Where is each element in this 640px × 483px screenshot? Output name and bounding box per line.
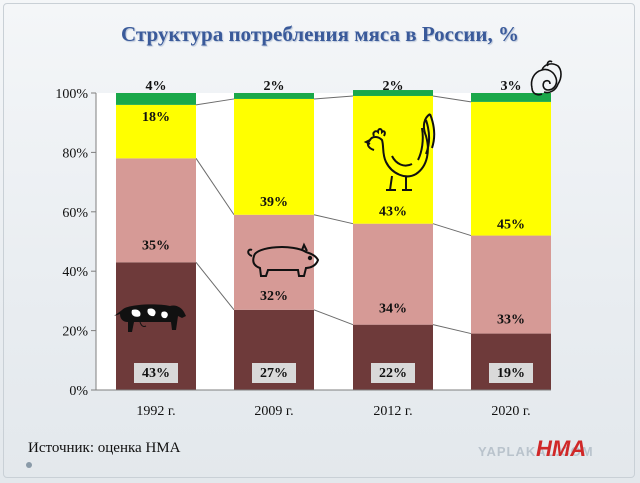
data-label-pork-1: 32% — [260, 289, 288, 304]
connector-line — [432, 324, 472, 335]
bar-pork-1 — [234, 214, 314, 310]
data-label-beef-0: 43% — [142, 366, 170, 381]
bar-poultry-1 — [234, 98, 314, 215]
data-label-pork-0: 35% — [142, 238, 170, 253]
x-tick-label: 2009 г. — [254, 404, 293, 419]
bar-pork-2 — [353, 223, 433, 325]
chart-title: Структура потребления мяса в России, % — [121, 22, 519, 46]
y-tick-label: 20% — [62, 325, 88, 340]
bar-poultry-0 — [116, 104, 196, 159]
data-label-beef-1: 27% — [260, 366, 288, 381]
connector-line — [195, 98, 235, 106]
y-tick-label: 60% — [62, 206, 88, 221]
ram-icon — [530, 60, 562, 96]
bar-lamb-2 — [353, 90, 433, 96]
x-tick-label: 2020 г. — [491, 404, 530, 419]
data-label-beef-2: 22% — [379, 366, 407, 381]
nma-logo: НМА — [536, 436, 587, 461]
connector-line — [313, 214, 354, 225]
bar-lamb-3 — [471, 93, 551, 102]
connector-line — [195, 158, 235, 216]
slide-frame — [3, 3, 635, 478]
connector-line — [313, 309, 354, 326]
data-label-lamb-2: 2% — [383, 79, 404, 94]
data-label-box — [489, 363, 533, 383]
data-label-pork-3: 33% — [497, 313, 525, 328]
bar-pork-3 — [471, 235, 551, 334]
y-tick-label: 80% — [62, 146, 88, 161]
pig-icon — [247, 242, 320, 277]
watermark-text: YAPLAKAL.COM — [478, 444, 594, 459]
data-label-poultry-3: 45% — [497, 218, 525, 233]
y-tick-label: 0% — [69, 384, 88, 399]
bar-poultry-2 — [353, 95, 433, 224]
bar-lamb-1 — [234, 93, 314, 99]
data-label-poultry-2: 43% — [379, 205, 407, 220]
data-label-pork-2: 34% — [379, 302, 407, 317]
data-label-poultry-0: 18% — [142, 110, 170, 125]
data-label-box — [371, 363, 415, 383]
rooster-icon — [363, 113, 436, 191]
bullet-icon — [26, 462, 32, 468]
data-label-poultry-1: 39% — [260, 195, 288, 210]
y-tick-label: 100% — [55, 87, 88, 102]
data-label-lamb-3: 3% — [501, 79, 522, 94]
data-label-beef-3: 19% — [497, 366, 525, 381]
connector-line — [195, 261, 235, 311]
connector-line — [432, 95, 472, 103]
data-label-lamb-0: 4% — [146, 79, 167, 94]
bar-pork-0 — [116, 158, 196, 263]
data-label-box — [134, 363, 178, 383]
y-tick-label: 40% — [62, 265, 88, 280]
bar-poultry-3 — [471, 101, 551, 236]
x-tick-label: 2012 г. — [373, 404, 412, 419]
data-label-lamb-1: 2% — [264, 79, 285, 94]
data-label-box — [252, 363, 296, 383]
bar-lamb-0 — [116, 93, 196, 105]
source-note: Источник: оценка НМА — [28, 440, 181, 456]
cow-icon — [114, 304, 186, 332]
connector-line — [313, 95, 354, 100]
x-tick-label: 1992 г. — [136, 404, 175, 419]
connector-line — [432, 223, 472, 237]
